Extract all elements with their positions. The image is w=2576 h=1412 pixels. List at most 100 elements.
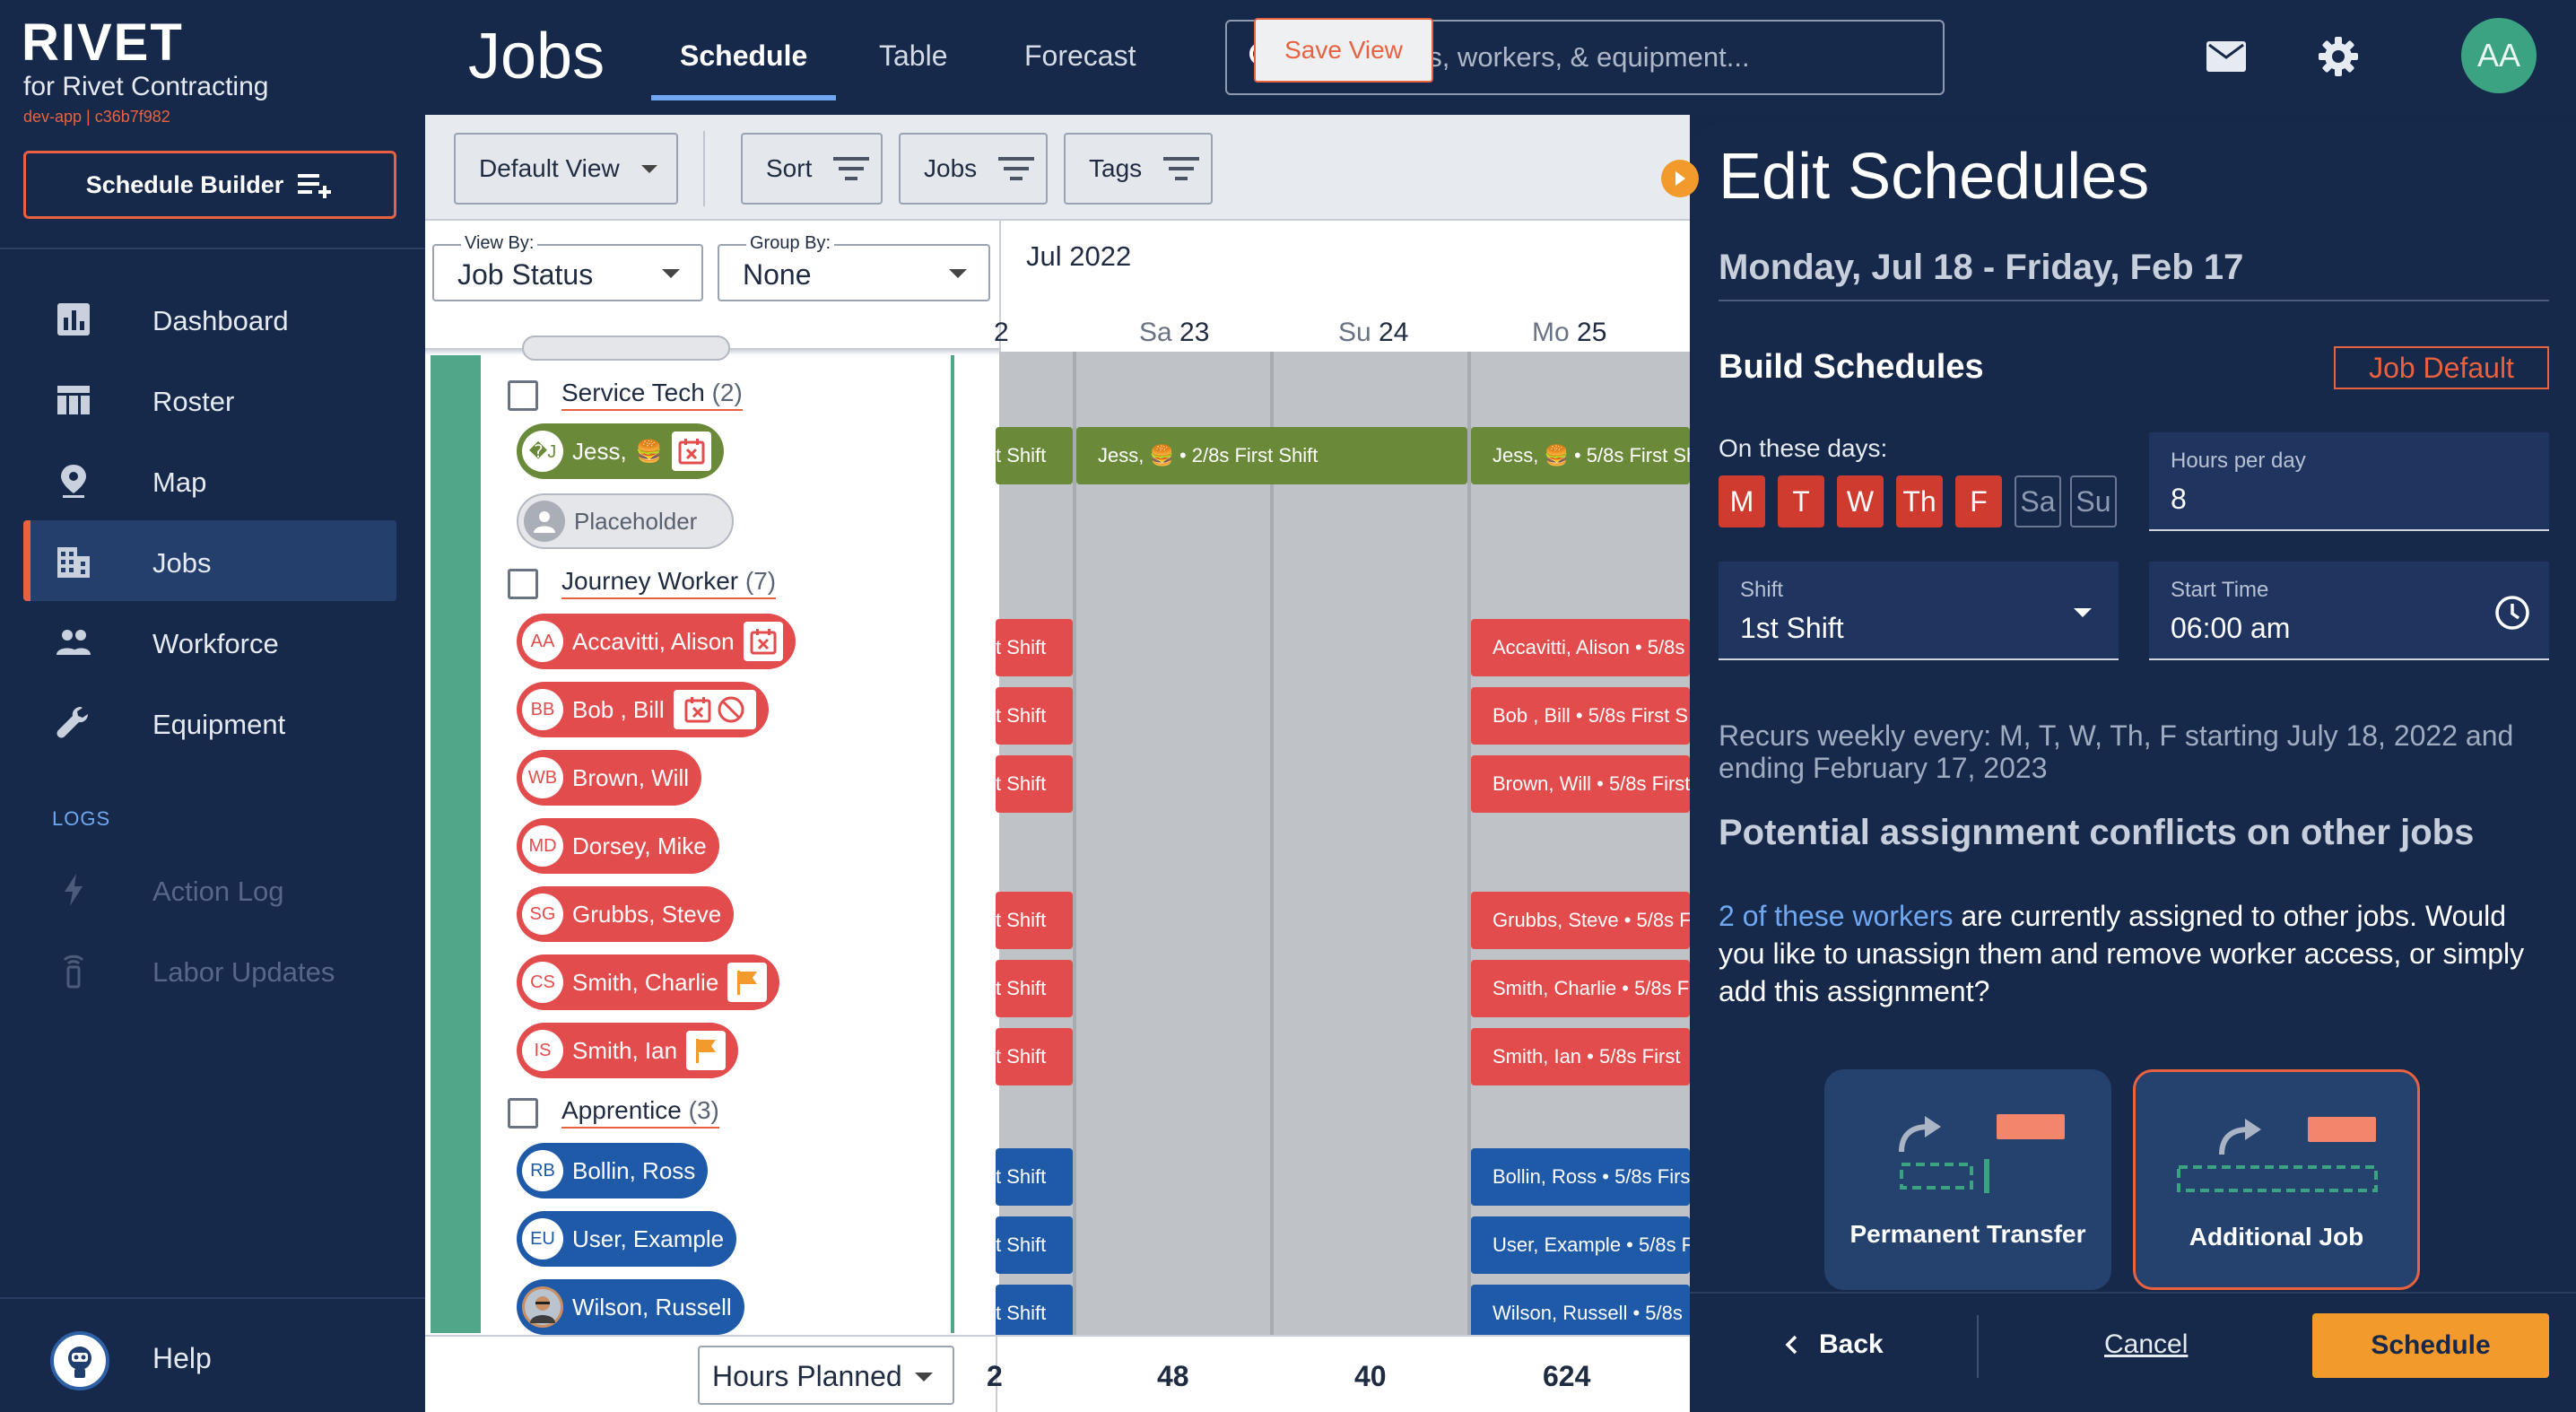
shift-bar[interactable]: t Shift bbox=[996, 1216, 1073, 1274]
shift-bar[interactable]: Smith, Charlie • 5/8s F bbox=[1471, 960, 1690, 1017]
day-toggle-thursday[interactable]: Th bbox=[1896, 475, 1943, 527]
sidebar-item-jobs[interactable]: Jobs bbox=[23, 520, 396, 601]
shift-bar[interactable]: Jess, 🍔 • 2/8s First Shift bbox=[1076, 427, 1467, 484]
worker-chip[interactable]: EU User, Example bbox=[517, 1211, 737, 1267]
shift-bar[interactable]: t Shift bbox=[996, 1285, 1073, 1342]
shift-bar[interactable]: Accavitti, Alison • 5/8s bbox=[1471, 619, 1690, 676]
job-default-button[interactable]: Job Default bbox=[2334, 346, 2549, 389]
group-label-service-tech[interactable]: Service Tech (2) bbox=[561, 379, 743, 411]
view-by-select[interactable]: View By: Job Status bbox=[432, 233, 703, 301]
sidebar-item-equipment[interactable]: Equipment bbox=[23, 682, 396, 763]
day-toggle-friday[interactable]: F bbox=[1955, 475, 2002, 527]
shift-bar-label: t Shift bbox=[996, 636, 1047, 658]
lightning-icon bbox=[65, 874, 83, 906]
tab-schedule[interactable]: Schedule bbox=[680, 39, 808, 72]
schedule-builder-button[interactable]: Schedule Builder bbox=[23, 151, 396, 219]
group-checkbox[interactable] bbox=[508, 380, 538, 411]
worker-chip[interactable]: CS Smith, Charlie bbox=[517, 954, 780, 1010]
sidebar-item-workforce[interactable]: Workforce bbox=[23, 601, 396, 682]
group-checkbox[interactable] bbox=[508, 569, 538, 599]
clock-icon[interactable] bbox=[2493, 594, 2531, 632]
shift-bar[interactable]: t Shift bbox=[996, 960, 1073, 1017]
group-checkbox[interactable] bbox=[508, 1098, 538, 1129]
group-by-select[interactable]: Group By: None bbox=[718, 233, 990, 301]
worker-chip[interactable]: IS Smith, Ian bbox=[517, 1023, 739, 1078]
schedule-button[interactable]: Schedule bbox=[2312, 1313, 2549, 1378]
shift-bar[interactable]: Bollin, Ross • 5/8s Firs bbox=[1471, 1148, 1690, 1206]
day-toggle-wednesday[interactable]: W bbox=[1837, 475, 1884, 527]
default-view-label: Default View bbox=[479, 154, 620, 182]
sidebar-item-label: Jobs bbox=[152, 547, 212, 579]
day-toggle-monday[interactable]: M bbox=[1719, 475, 1765, 527]
group-label-journey-worker[interactable]: Journey Worker (7) bbox=[561, 567, 777, 599]
shift-bar[interactable]: Jess, 🍔 • 5/8s First Sh bbox=[1471, 427, 1690, 484]
filter-lines-icon bbox=[1163, 157, 1200, 180]
shift-bar[interactable]: t Shift bbox=[996, 892, 1073, 949]
help-label[interactable]: Help bbox=[152, 1342, 212, 1374]
shift-bar[interactable]: Wilson, Russell • 5/8s bbox=[1471, 1285, 1690, 1342]
tags-filter-button[interactable]: Tags bbox=[1064, 133, 1213, 205]
hours-planned-select[interactable]: Hours Planned bbox=[698, 1346, 954, 1405]
shift-bar[interactable]: Brown, Will • 5/8s First bbox=[1471, 755, 1690, 813]
worker-chip[interactable]: AA Accavitti, Alison bbox=[517, 614, 796, 669]
shift-bar[interactable]: t Shift bbox=[996, 1148, 1073, 1206]
bar-chart-icon bbox=[57, 303, 90, 336]
hours-per-day-field[interactable]: Hours per day 8 bbox=[2149, 432, 2549, 531]
brand-logo: RIVET bbox=[22, 13, 184, 72]
jobs-filter-button[interactable]: Jobs bbox=[899, 133, 1048, 205]
worker-chip[interactable]: SG Grubbs, Steve bbox=[517, 886, 735, 942]
tab-table[interactable]: Table bbox=[879, 39, 948, 72]
default-view-dropdown[interactable]: Default View bbox=[454, 133, 678, 205]
worker-chip[interactable]: RB Bollin, Ross bbox=[517, 1143, 709, 1198]
worker-name: Bob , Bill bbox=[572, 695, 665, 723]
shift-select[interactable]: Shift 1st Shift bbox=[1719, 562, 2119, 660]
back-button[interactable]: Back bbox=[1785, 1329, 1884, 1360]
start-time-field[interactable]: Start Time 06:00 am bbox=[2149, 562, 2549, 660]
shift-bar[interactable]: Bob , Bill • 5/8s First S bbox=[1471, 687, 1690, 745]
worker-chip[interactable]: �J Jess, 🍔 bbox=[517, 423, 724, 479]
day-toggle-saturday[interactable]: Sa bbox=[2015, 475, 2061, 527]
tab-forecast[interactable]: Forecast bbox=[1024, 39, 1136, 72]
shift-bar[interactable]: User, Example • 5/8s F bbox=[1471, 1216, 1690, 1274]
calendar-x-and-blocked-icons bbox=[673, 690, 756, 729]
worker-name: User, Example bbox=[572, 1225, 725, 1252]
active-tab-indicator bbox=[651, 95, 836, 100]
sidebar-item-action-log[interactable]: Action Log bbox=[23, 849, 396, 929]
sidebar-item-labor-updates[interactable]: Labor Updates bbox=[23, 929, 396, 1010]
additional-job-card[interactable]: Additional Job bbox=[2133, 1069, 2420, 1290]
group-label-apprentice[interactable]: Apprentice (3) bbox=[561, 1096, 719, 1129]
permanent-transfer-card[interactable]: Permanent Transfer bbox=[1824, 1069, 2111, 1290]
conflicting-workers-link[interactable]: 2 of these workers bbox=[1719, 900, 1954, 932]
collapse-panel-button[interactable] bbox=[1661, 160, 1699, 197]
worker-chip[interactable]: WB Brown, Will bbox=[517, 750, 702, 806]
shift-bar-label: t Shift bbox=[996, 909, 1047, 931]
sidebar-item-roster[interactable]: Roster bbox=[23, 359, 396, 440]
user-avatar[interactable]: AA bbox=[2461, 18, 2537, 93]
worker-chip-placeholder[interactable]: Placeholder bbox=[517, 493, 734, 549]
shift-bar[interactable]: Grubbs, Steve • 5/8s F bbox=[1471, 892, 1690, 949]
help-avatar[interactable] bbox=[50, 1331, 109, 1390]
day-number: 2 bbox=[994, 318, 1009, 347]
cancel-button[interactable]: Cancel bbox=[2104, 1329, 2189, 1359]
worker-chip[interactable]: MD Dorsey, Mike bbox=[517, 818, 719, 874]
day-toggle-tuesday[interactable]: T bbox=[1778, 475, 1824, 527]
worker-chip[interactable]: BB Bob , Bill bbox=[517, 682, 769, 737]
shift-bar[interactable]: t Shift bbox=[996, 1028, 1073, 1085]
day-toggle-sunday[interactable]: Su bbox=[2070, 475, 2117, 527]
gear-icon[interactable] bbox=[2318, 36, 2359, 77]
schedule-builder-label: Schedule Builder bbox=[85, 170, 284, 198]
chevron-right-icon bbox=[1675, 171, 1685, 186]
mail-icon[interactable] bbox=[2206, 41, 2246, 72]
shift-bar[interactable]: Smith, Ian • 5/8s First bbox=[1471, 1028, 1690, 1085]
view-by-value: Job Status bbox=[457, 258, 594, 291]
save-view-button[interactable]: Save View bbox=[1254, 18, 1433, 83]
shift-bar[interactable]: t Shift bbox=[996, 687, 1073, 745]
logs-heading: LOGS bbox=[52, 807, 111, 830]
shift-bar[interactable]: t Shift bbox=[996, 755, 1073, 813]
shift-bar[interactable]: t Shift bbox=[996, 427, 1073, 484]
worker-chip[interactable]: Wilson, Russell bbox=[517, 1279, 744, 1335]
sidebar-item-map[interactable]: Map bbox=[23, 440, 396, 520]
sort-button[interactable]: Sort bbox=[741, 133, 883, 205]
sidebar-item-dashboard[interactable]: Dashboard bbox=[23, 278, 396, 359]
shift-bar[interactable]: t Shift bbox=[996, 619, 1073, 676]
